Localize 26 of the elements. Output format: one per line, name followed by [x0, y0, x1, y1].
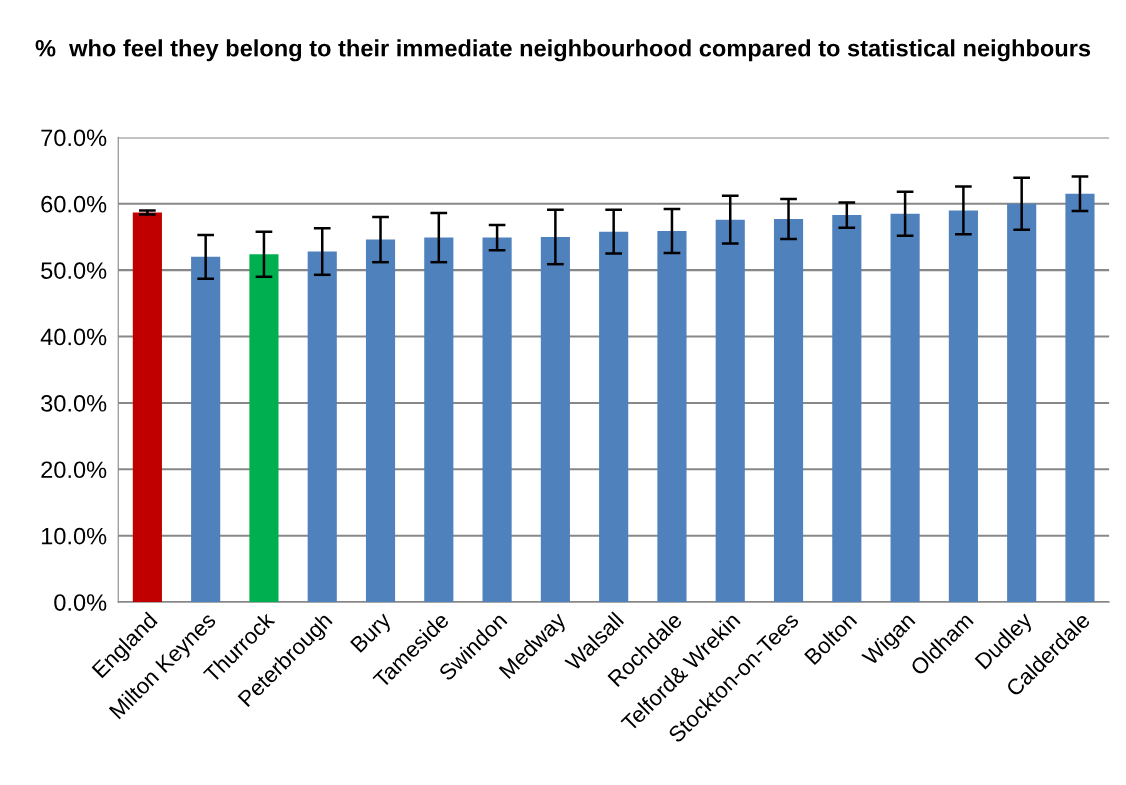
bar	[773, 219, 804, 603]
bar	[249, 254, 279, 603]
y-tick-label: 70.0%	[41, 129, 107, 147]
bar	[1065, 193, 1095, 603]
bar	[1007, 203, 1037, 603]
bar	[599, 231, 629, 603]
bar	[832, 215, 862, 603]
y-tick-label: 0.0%	[54, 594, 107, 611]
bar	[715, 219, 745, 603]
y-tick-label: 50.0%	[41, 262, 107, 279]
bar	[540, 236, 570, 603]
y-tick-label: 40.0%	[40, 328, 107, 346]
bar	[307, 251, 337, 603]
bar	[890, 213, 920, 603]
bar	[482, 237, 512, 603]
bar	[191, 256, 221, 603]
chart-title: % who feel they belong to their immediate neighbourhood compared to statistical neighbours	[35, 39, 1091, 62]
bar	[365, 239, 396, 603]
bar	[132, 212, 162, 603]
bar	[948, 210, 978, 603]
y-tick-label: 30.0%	[41, 395, 107, 412]
bar	[657, 230, 687, 603]
y-tick-label: 10.0%	[41, 527, 107, 545]
y-tick-label: 20.0%	[41, 461, 107, 479]
bar	[424, 237, 454, 603]
y-tick-label: 60.0%	[41, 195, 107, 213]
